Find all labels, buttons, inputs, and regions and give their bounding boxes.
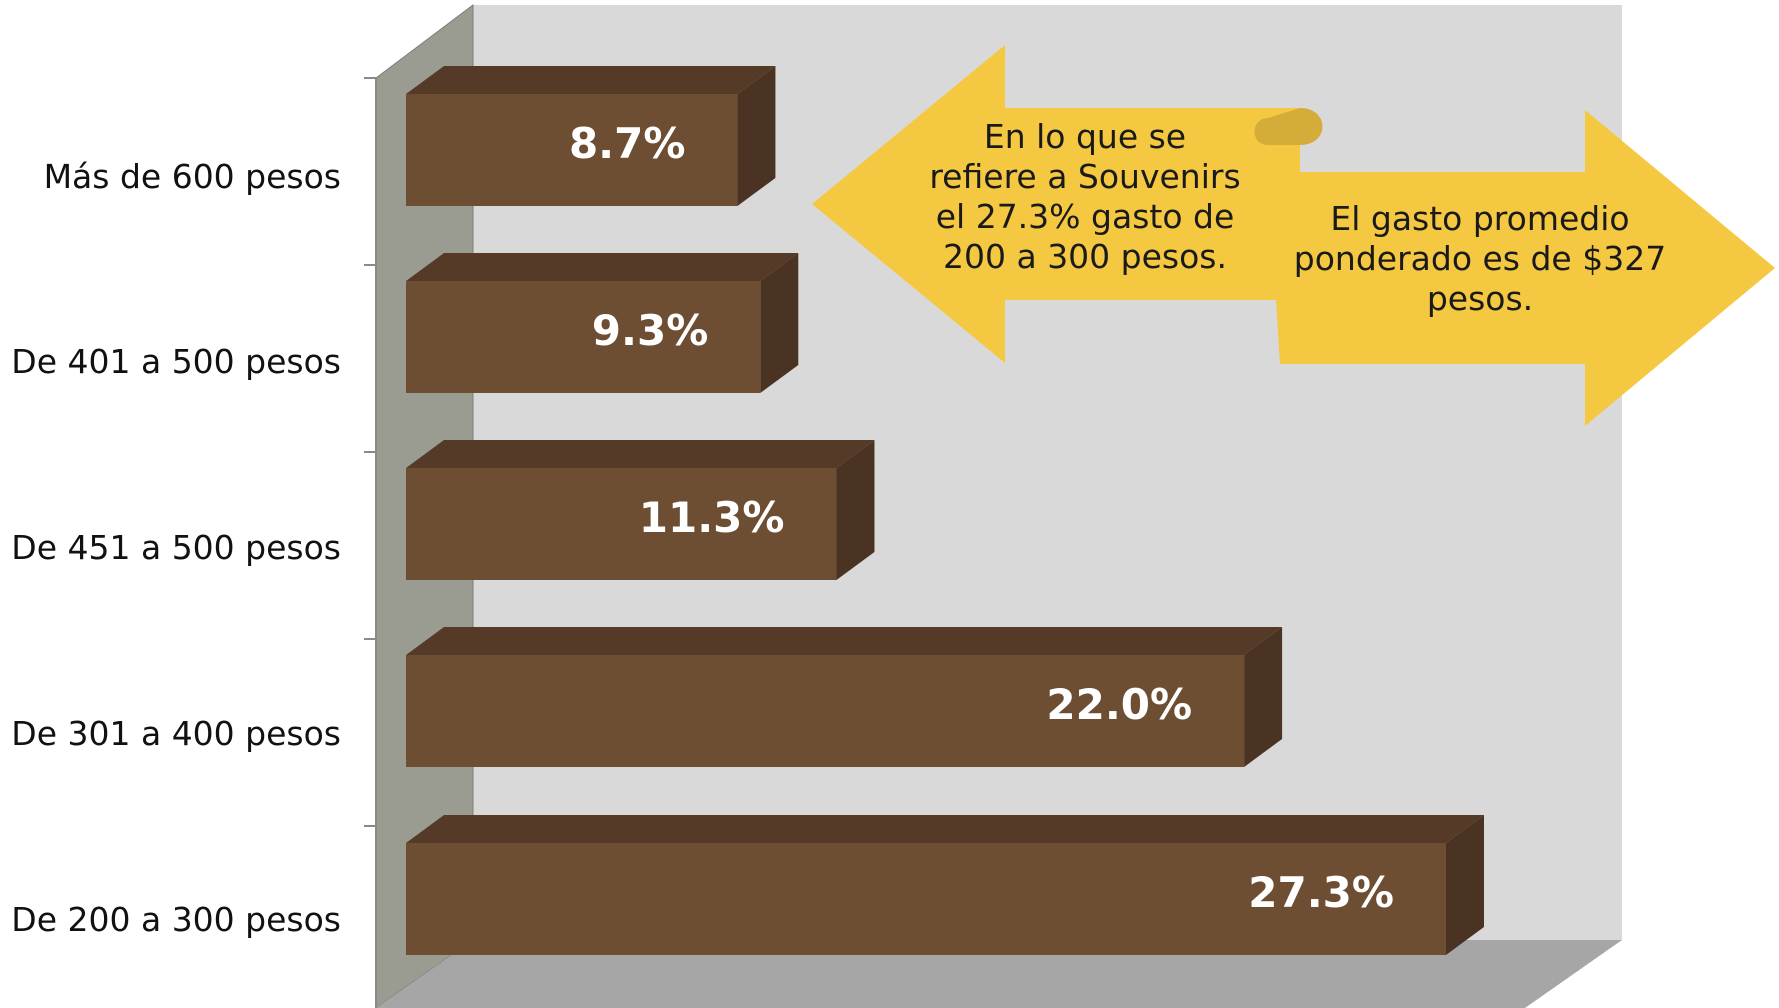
bar-front-face [406,94,738,206]
bar-value-label: 22.0% [1046,680,1192,729]
bar-side-face [836,440,875,580]
bar-top-face [406,815,1484,843]
bar-front-face [406,468,837,580]
bar-value-label: 9.3% [592,306,708,355]
bar-3: 11.3% [406,440,875,580]
bar-top-face [406,627,1283,655]
bar-top-face [406,66,776,94]
bar-side-face [737,66,776,206]
category-label: De 200 a 300 pesos [11,900,341,939]
bar-value-label: 8.7% [569,119,685,168]
category-label: Más de 600 pesos [44,157,341,196]
bar-4: 22.0% [406,627,1283,767]
right-arrow-text: El gasto promedio ponderado es de $327 p… [1293,199,1667,318]
left-arrow-callout [812,45,1323,363]
right-arrow-shape [1268,110,1775,426]
bar-front-face [406,281,761,393]
bar-top-face [406,253,799,281]
bar-front-face [406,655,1245,767]
category-label: De 401 a 500 pesos [11,342,341,381]
category-label: De 451 a 500 pesos [11,528,341,567]
bar-1: 8.7% [406,66,776,206]
floor [376,940,1622,1008]
bar-front-face [406,843,1446,955]
category-labels: Más de 600 pesos De 401 a 500 pesos De 451… [11,157,341,939]
left-arrow-text: En lo que se refiere a Souvenirs el 27.3… [929,117,1241,276]
bar-5: 27.3% [406,815,1484,955]
right-arrow-callout [1268,110,1775,426]
bar-side-face [760,253,799,393]
bar-2: 9.3% [406,253,799,393]
bar-value-label: 11.3% [639,493,785,542]
bar-side-face [1446,815,1484,955]
axis-ticks [364,77,376,827]
bar-side-face [1244,627,1283,767]
left-arrow-shape [812,45,1300,363]
bars: 8.7% 9.3% 11.3% 22.0% 27.3% [406,66,1484,955]
bar-top-face [406,440,875,468]
bar-value-label: 27.3% [1248,868,1394,917]
category-label: De 301 a 400 pesos [11,714,341,753]
scroll-curl [1254,108,1323,145]
